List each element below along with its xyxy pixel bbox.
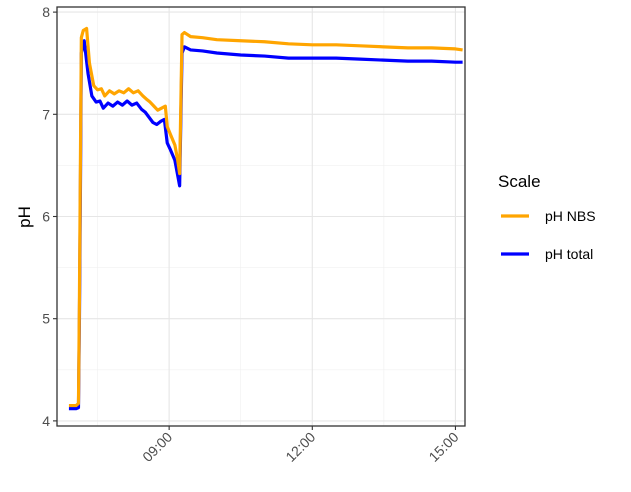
y-tick-label: 6 (42, 209, 50, 225)
legend-title: Scale (498, 172, 541, 191)
series-line-ph-nbs (68, 26, 463, 408)
x-axis: 09:00 12:00 15:00 (139, 426, 462, 465)
legend-label-ph-nbs: pH NBS (545, 208, 596, 224)
legend-item-ph-total: pH total (501, 246, 593, 262)
plot-panel (56, 6, 466, 427)
y-tick-label: 7 (42, 106, 50, 122)
y-tick-label: 8 (42, 4, 50, 20)
y-tick-label: 5 (42, 311, 50, 327)
series-layer (68, 26, 463, 411)
legend-item-ph-nbs: pH NBS (501, 208, 596, 224)
x-tick-label: 09:00 (139, 429, 175, 465)
grid-major (57, 7, 465, 426)
legend: Scale pH NBS pH total (498, 172, 596, 262)
x-tick-label: 15:00 (425, 429, 461, 465)
y-tick-label: 4 (42, 413, 50, 429)
y-axis-title: pH (15, 206, 34, 228)
x-tick-label: 12:00 (282, 429, 318, 465)
y-axis: 4 5 6 7 8 (42, 4, 57, 429)
legend-label-ph-total: pH total (545, 246, 593, 262)
series-line-ph-total (68, 39, 463, 411)
